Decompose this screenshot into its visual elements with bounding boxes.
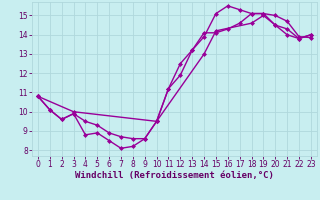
X-axis label: Windchill (Refroidissement éolien,°C): Windchill (Refroidissement éolien,°C) (75, 171, 274, 180)
